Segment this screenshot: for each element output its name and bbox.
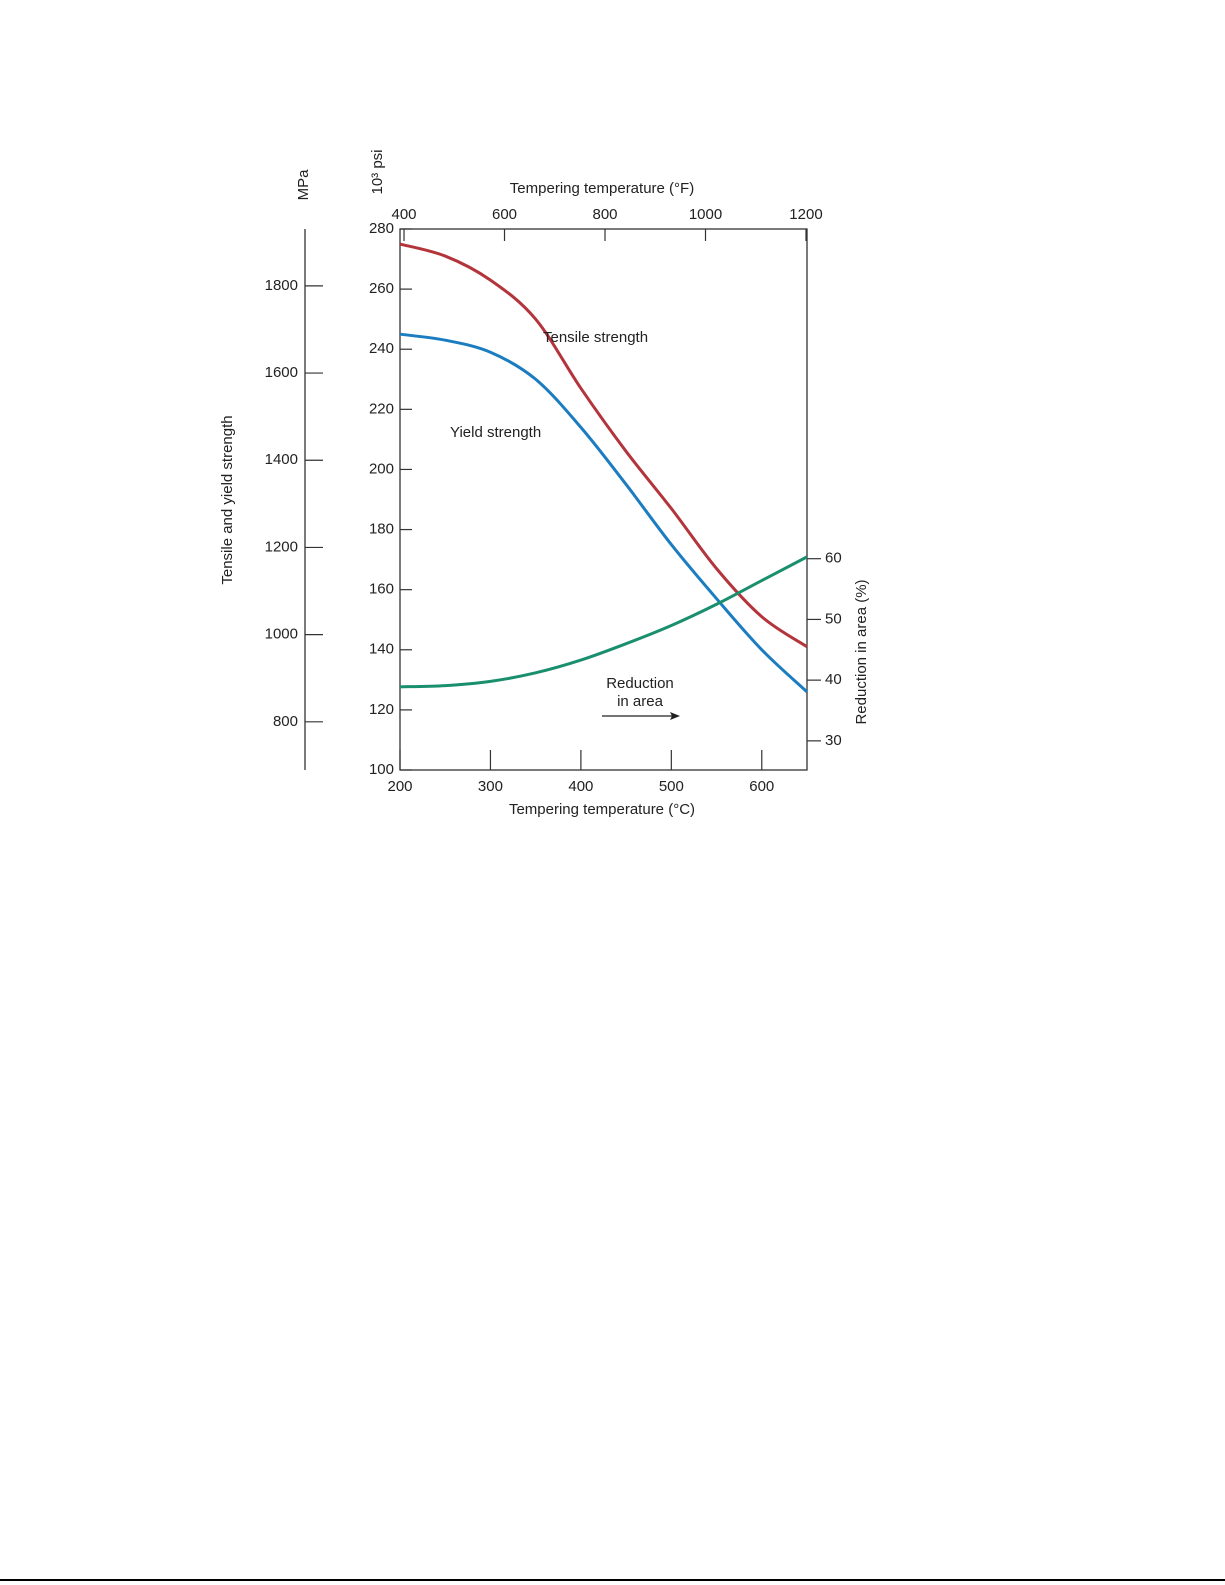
y-tick-label: 260 [369,280,394,297]
y2-axis-title: Reduction in area (%) [853,579,870,724]
x-tick-label: 400 [568,778,593,795]
x-tick-label: 500 [659,778,684,795]
x-tick-label: 200 [387,778,412,795]
y-tick-label: 160 [369,581,394,598]
y-tick-label: 180 [369,521,394,538]
series-line [399,555,808,689]
y-tick-label: 200 [369,460,394,477]
series-line [399,332,809,693]
mpa-unit: MPa [295,169,312,201]
x2-tick-label: 1200 [789,206,822,223]
y-tick-label: 140 [369,641,394,658]
y2-tick-label: 50 [825,610,842,627]
x-tick-label: 300 [478,778,503,795]
x2-tick-label: 1000 [689,206,722,223]
x2-axis-title: Tempering temperature (°F) [510,180,694,197]
mpa-tick-label: 1000 [265,626,298,643]
x2-tick-label: 400 [392,206,417,223]
psi-unit: 10³ psi [369,149,386,194]
y-axis-title: Tensile and yield strength [219,415,236,584]
arrow-head [670,712,680,720]
y-tick-label: 220 [369,400,394,417]
mpa-tick-label: 1800 [265,277,298,294]
y-tick-label: 280 [369,220,394,237]
y-tick-label: 120 [369,701,394,718]
annotation: in area [617,693,664,710]
series-label: Tensile strength [543,329,648,346]
series-label: Yield strength [450,424,541,441]
x-tick-label: 600 [749,778,774,795]
y2-tick-label: 40 [825,671,842,688]
annotation: Reduction [606,675,674,692]
mpa-tick-label: 1200 [265,538,298,555]
x2-tick-label: 800 [592,206,617,223]
y2-tick-label: 60 [825,550,842,567]
series-line [399,242,808,649]
mpa-tick-label: 1400 [265,451,298,468]
x-axis-title: Tempering temperature (°C) [509,801,695,818]
plot-frame [399,228,808,771]
mpa-tick-label: 1600 [265,364,298,381]
y-tick-label: 240 [369,340,394,357]
y2-tick-label: 30 [825,732,842,749]
mpa-tick-label: 800 [273,713,298,730]
y-tick-label: 100 [369,761,394,778]
x2-tick-label: 600 [492,206,517,223]
